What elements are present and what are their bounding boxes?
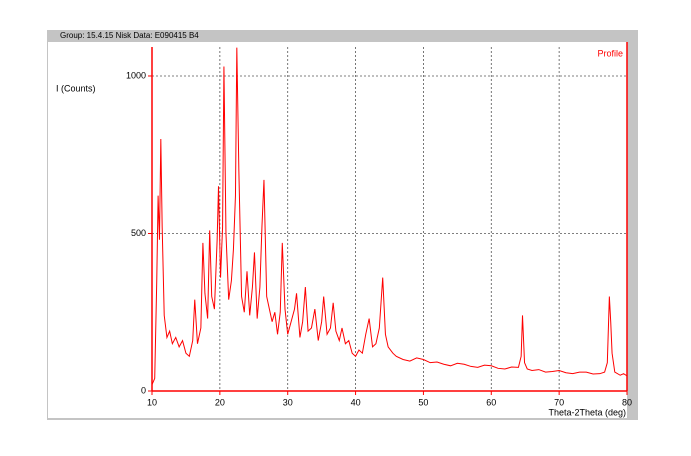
x-axis-label: Theta-2Theta (deg) [548, 407, 626, 417]
plot-panel [48, 42, 627, 418]
x-tick-label: 10 [147, 397, 157, 407]
x-tick-label: 80 [622, 397, 632, 407]
y-tick-label: 0 [141, 385, 146, 395]
chart-title: Group: 15.4.15 Nisk Data: E090415 B4 [60, 31, 199, 40]
x-tick-label: 70 [554, 397, 564, 407]
x-tick-label: 40 [351, 397, 361, 407]
x-tick-label: 60 [486, 397, 496, 407]
legend-entry: Profile [597, 48, 623, 58]
x-tick-label: 20 [215, 397, 225, 407]
x-tick-label: 50 [418, 397, 428, 407]
y-axis-label: I (Counts) [56, 83, 96, 93]
y-tick-label: 1000 [126, 70, 146, 80]
x-tick-label: 30 [283, 397, 293, 407]
y-tick-label: 500 [131, 228, 146, 238]
profile-line [151, 47, 628, 385]
